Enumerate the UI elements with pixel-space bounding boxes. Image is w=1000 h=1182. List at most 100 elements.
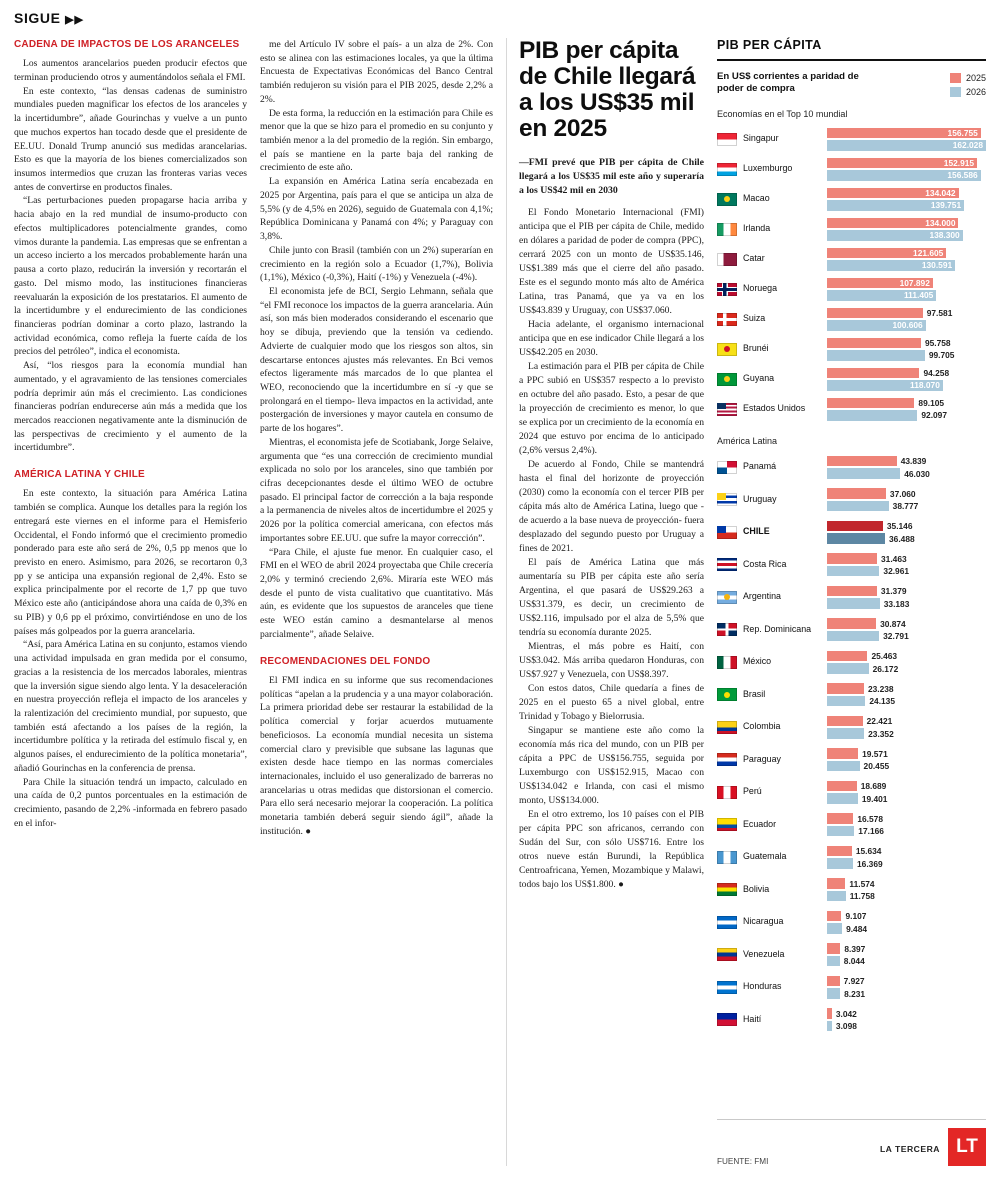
bar-track: 36.488 <box>827 533 986 544</box>
bar-2026: 156.586 <box>827 170 981 181</box>
paragraph: Chile junto con Brasil (también con un 2… <box>260 244 493 284</box>
bar-group: 35.146 36.488 <box>827 520 986 544</box>
bar-track: 16.578 <box>827 813 986 824</box>
bar-value: 92.097 <box>921 410 947 421</box>
flag-icon <box>717 132 737 146</box>
paragraph: El FMI indica en su informe que sus reco… <box>260 674 493 837</box>
bar-2025: 152.915 <box>827 157 978 168</box>
chart-group-label: América Latina <box>717 436 778 446</box>
chart-row: Irlanda 134.000 138.300 <box>717 214 986 244</box>
paragraph: “Así, para América Latina en su conjunto… <box>14 639 247 774</box>
bar-2025: 134.000 <box>827 217 959 228</box>
bar-2026 <box>827 630 880 642</box>
flag-icon <box>717 282 737 296</box>
bar-2025 <box>827 367 920 378</box>
bar-2026 <box>827 468 901 479</box>
bar-value: 26.172 <box>872 663 899 674</box>
chart-row: Ecuador 16.578 17.166 <box>717 809 986 842</box>
bar-value: 121.605 <box>913 247 944 258</box>
bar-2026 <box>827 598 880 609</box>
chart-legend: 2025 2026 <box>949 71 986 97</box>
bar-track: 15.634 <box>827 845 986 857</box>
bar-track: 31.379 <box>827 585 986 597</box>
country-label: Argentina <box>743 591 781 602</box>
bar-value: 94.258 <box>923 367 950 378</box>
country-label: Macao <box>743 193 770 204</box>
bar-value: 134.000 <box>925 217 956 228</box>
paragraph: Mientras, el más pobre es Haití, con US$… <box>519 640 704 680</box>
flag-icon <box>717 688 737 702</box>
bar-value: 134.042 <box>925 187 956 198</box>
paragraph: El economista jefe de BCI, Sergio Lehman… <box>260 285 493 435</box>
bar-2025 <box>827 878 846 889</box>
country-label: Brunéi <box>743 343 769 354</box>
bar-track: 156.586 <box>827 170 986 181</box>
bar-2026 <box>827 890 846 902</box>
bar-track: 18.689 <box>827 780 986 792</box>
bar-2025: 156.755 <box>827 127 981 138</box>
kicker-arrows-icon: ▶▶ <box>65 14 84 26</box>
chart-row: Costa Rica 31.463 32.961 <box>717 549 986 582</box>
chart-row: Guatemala 15.634 16.369 <box>717 841 986 874</box>
bar-track: 24.135 <box>827 695 986 707</box>
chart-row: Brasil 23.238 24.135 <box>717 679 986 712</box>
country-label: Honduras <box>743 981 782 992</box>
bar-value: 22.421 <box>866 716 893 726</box>
bar-group: 19.571 20.455 <box>827 748 986 772</box>
legend-swatch <box>949 73 961 83</box>
bar-group: 134.042 139.751 <box>827 187 986 211</box>
flag-icon <box>717 883 737 897</box>
bar-2026 <box>827 1020 832 1032</box>
bar-track: 11.758 <box>827 890 986 902</box>
country-label: Costa Rica <box>743 558 787 569</box>
bar-value: 8.231 <box>844 988 866 999</box>
legend-label: 2026 <box>965 87 986 97</box>
bar-track: 32.961 <box>827 565 986 577</box>
bar-value: 23.352 <box>868 728 894 739</box>
bar-track: 38.777 <box>827 500 986 512</box>
bar-value: 17.166 <box>858 826 884 836</box>
chart-row: Noruega 107.892 111.405 <box>717 274 986 304</box>
bar-2025 <box>827 780 857 792</box>
flag-canton <box>717 402 726 410</box>
bar-value: 130.591 <box>921 260 953 271</box>
bar-value: 31.463 <box>881 553 907 564</box>
chart-group-label: Economías en el Top 10 mundial <box>717 109 848 119</box>
chart-row: Macao 134.042 139.751 <box>717 184 986 214</box>
bar-value: 43.839 <box>900 456 927 466</box>
bar-group: 43.839 46.030 <box>827 455 986 479</box>
flag-icon <box>717 785 737 799</box>
bar-group: 30.874 32.791 <box>827 618 986 642</box>
country-label: Uruguay <box>743 493 777 504</box>
chart-row: Rep. Dominicana 30.874 32.791 <box>717 614 986 647</box>
bar-track: 9.484 <box>827 923 986 934</box>
bar-value: 46.030 <box>904 468 930 479</box>
bar-group: 134.000 138.300 <box>827 217 986 241</box>
bar-2026 <box>827 350 925 361</box>
chart-row: Guyana 94.258 118.070 <box>717 364 986 394</box>
bar-2025 <box>827 1008 832 1019</box>
paragraph: La estimación para el PIB per cápita de … <box>519 360 704 456</box>
flag-icon <box>717 342 737 356</box>
bar-track: 46.030 <box>827 468 986 479</box>
bar-value: 8.397 <box>844 943 866 954</box>
bar-value: 16.578 <box>857 813 883 824</box>
bar-track: 11.574 <box>827 878 986 889</box>
bar-group: 121.605 130.591 <box>827 247 986 271</box>
bar-2025 <box>827 683 864 694</box>
bar-2025 <box>827 488 886 499</box>
chart-source: FUENTE: FMI <box>717 1157 769 1166</box>
bar-2026: 138.300 <box>827 230 963 241</box>
chart-row: Brunéi 95.758 99.705 <box>717 334 986 364</box>
paragraph: El Fondo Monetario Internacional (FMI) a… <box>519 206 704 316</box>
bar-value: 156.755 <box>947 127 978 138</box>
paragraph: De esta forma, la reducción en la estima… <box>260 107 493 174</box>
bar-group: 11.574 11.758 <box>827 878 986 902</box>
flag-emblem <box>724 346 730 352</box>
bar-track: 37.060 <box>827 488 986 499</box>
chart-row: Luxemburgo 152.915 156.586 <box>717 154 986 184</box>
bar-2025 <box>827 337 921 348</box>
bar-track: 19.401 <box>827 793 986 804</box>
bar-track: 134.042 <box>827 187 986 198</box>
bar-group: 22.421 23.352 <box>827 715 986 739</box>
